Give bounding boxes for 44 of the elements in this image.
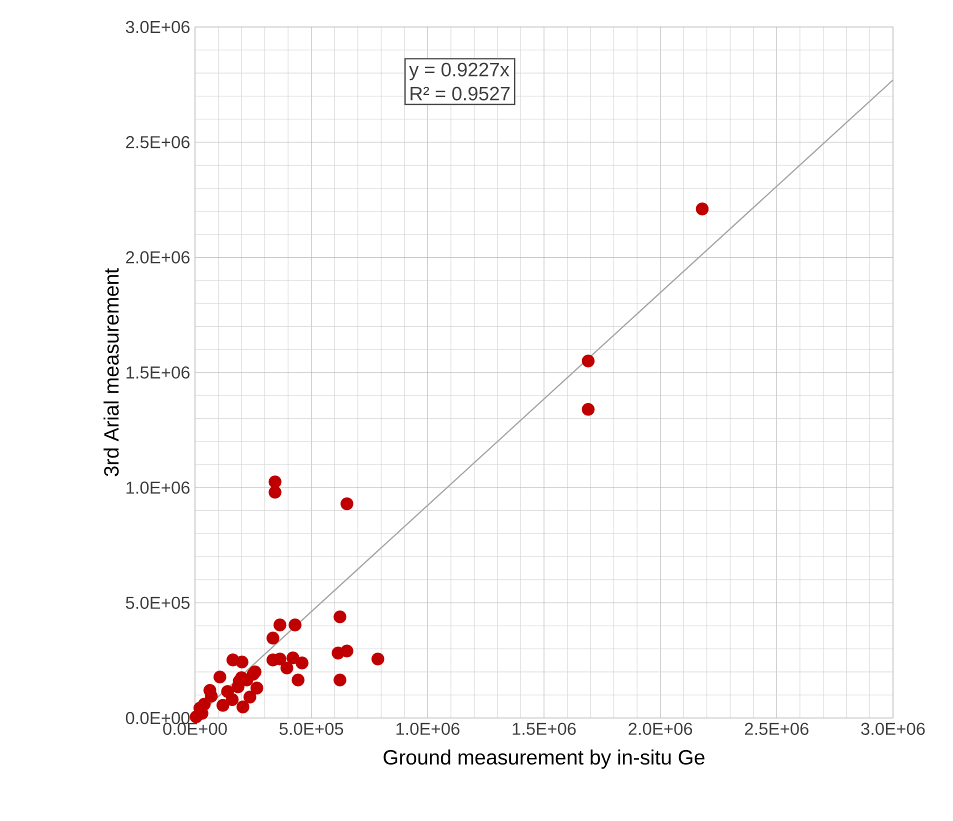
- x-tick-label: 2.5E+06: [745, 722, 808, 735]
- point: [266, 632, 280, 644]
- y-tick-label: 0.0E+00: [126, 712, 190, 724]
- point: [292, 674, 304, 686]
- point: [268, 476, 282, 488]
- annotation: y = 0.9227x: [409, 62, 510, 80]
- y-axis-title: 3rd Arial measurement: [104, 268, 119, 476]
- point: [296, 656, 308, 670]
- point: [236, 656, 248, 668]
- x-tick-label: 5.0E+05: [279, 722, 344, 735]
- point: [340, 644, 354, 658]
- point: [582, 354, 595, 368]
- x-tick-label: 1.0E+06: [396, 722, 460, 735]
- x-tick-label: 0.0E+00: [163, 722, 227, 735]
- x-tick-label: 2.0E+06: [628, 722, 692, 735]
- y-tick-label: 1.5E+06: [126, 366, 190, 379]
- point: [250, 682, 264, 694]
- point: [198, 698, 211, 711]
- point: [340, 497, 354, 510]
- y-tick-label: 3.0E+06: [126, 20, 190, 34]
- point: [246, 668, 260, 681]
- point: [236, 700, 250, 714]
- point: [204, 690, 218, 703]
- point: [334, 674, 346, 686]
- annotation: R² = 0.9527: [410, 86, 510, 100]
- point: [216, 698, 230, 712]
- x-axis-title: Ground measurement by in-situ Ge: [384, 749, 704, 769]
- point: [371, 652, 384, 666]
- point: [334, 610, 346, 624]
- point: [288, 618, 302, 632]
- y-tick-label: 1.0E+06: [126, 482, 190, 494]
- point: [213, 670, 226, 684]
- y-tick-label: 2.5E+06: [126, 136, 190, 148]
- x-tick-label: 3.0E+06: [861, 722, 925, 735]
- point: [226, 693, 239, 706]
- point: [244, 690, 256, 704]
- y-tick-label: 2.0E+06: [126, 251, 190, 264]
- point: [280, 662, 294, 674]
- y-tick-label: 5.0E+05: [126, 596, 190, 609]
- point: [268, 486, 282, 499]
- point: [696, 202, 709, 216]
- point: [274, 618, 286, 632]
- x-tick-label: 1.5E+06: [512, 722, 576, 735]
- point: [582, 402, 595, 416]
